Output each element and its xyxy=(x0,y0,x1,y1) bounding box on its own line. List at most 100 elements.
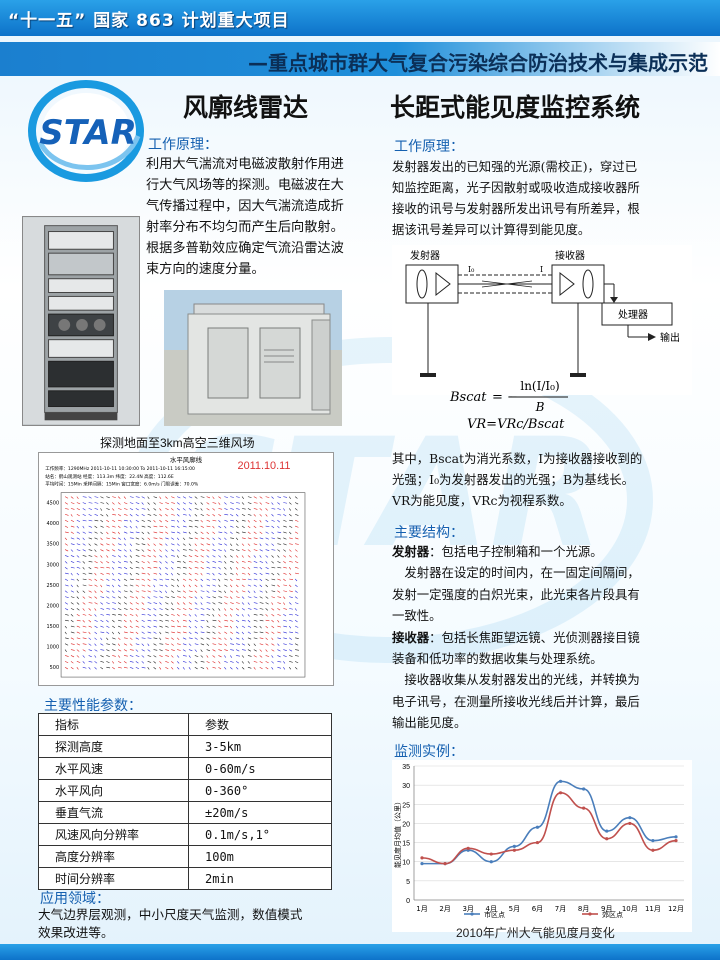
wind-barb xyxy=(82,666,87,669)
wind-barb xyxy=(106,543,110,546)
wind-barb xyxy=(259,613,264,616)
wind-barb xyxy=(147,519,152,522)
wind-barb xyxy=(64,655,69,657)
wind-barb xyxy=(253,502,258,504)
chart-y-tick: 25 xyxy=(402,802,410,809)
wind-barb xyxy=(194,578,198,582)
wind-barb xyxy=(194,631,199,634)
wind-barb xyxy=(224,608,227,611)
wind-barb xyxy=(64,578,69,581)
chart-point xyxy=(420,862,424,866)
wind-barb xyxy=(171,625,175,628)
wind-barb xyxy=(135,590,140,593)
wind-barb xyxy=(70,631,75,634)
wind-barb xyxy=(289,631,294,633)
wind-plot-y-tick: 2000 xyxy=(47,603,60,609)
wind-barb xyxy=(235,649,240,652)
wind-barb xyxy=(64,549,69,552)
wind-barb xyxy=(188,590,193,593)
wind-barb xyxy=(277,666,282,669)
wind-barb xyxy=(112,666,115,670)
wind-barb xyxy=(265,508,268,511)
wind-barb xyxy=(171,631,175,634)
wind-barb xyxy=(253,649,257,652)
text-line: 电子讯号，在测量所接收光线后并计算，最后 xyxy=(392,693,640,709)
wind-barb xyxy=(247,590,251,594)
wind-barb xyxy=(117,578,121,582)
wind-barb xyxy=(147,661,152,663)
wind-barb xyxy=(153,508,157,511)
wind-barb xyxy=(218,514,222,517)
wind-barb xyxy=(182,602,186,605)
wind-barb xyxy=(241,596,245,599)
wind-barb xyxy=(159,602,162,605)
wind-barb xyxy=(141,602,145,605)
wind-barb xyxy=(289,613,294,616)
wind-barb xyxy=(230,578,233,582)
wind-barb xyxy=(241,590,246,593)
wind-barb xyxy=(188,531,191,535)
wind-barb xyxy=(82,525,85,529)
wind-barb xyxy=(212,508,216,511)
wind-barb xyxy=(165,643,170,646)
wind-barb xyxy=(88,584,93,587)
wind-barb xyxy=(247,519,250,523)
wind-barb xyxy=(141,525,146,528)
wind-barb xyxy=(112,625,116,629)
wind-barb xyxy=(259,619,264,622)
wind-barb xyxy=(117,655,121,658)
wind-barb xyxy=(153,637,158,639)
wind-barb xyxy=(253,525,257,529)
wind-barb xyxy=(70,572,73,576)
chart-x-tick: 1月 xyxy=(416,905,427,913)
wind-barb xyxy=(218,619,221,623)
wind-barb xyxy=(135,625,140,628)
wind-barb xyxy=(212,555,216,558)
wind-barb xyxy=(76,508,81,511)
wind-barb xyxy=(76,608,80,611)
wind-barb xyxy=(70,661,74,664)
wind-barb xyxy=(212,649,216,652)
wind-barb xyxy=(200,596,203,599)
legend-marker xyxy=(470,912,474,916)
diagram-i-label: I xyxy=(540,265,543,274)
wind-barb xyxy=(241,602,245,605)
wind-barb xyxy=(218,525,222,529)
wind-barb xyxy=(289,519,294,522)
wind-barb xyxy=(106,655,110,657)
wind-barb xyxy=(283,590,288,592)
wind-barb xyxy=(224,502,227,505)
wind-barb xyxy=(112,578,116,581)
wind-barb xyxy=(271,637,274,641)
wind-barb xyxy=(94,643,97,647)
wind-barb xyxy=(100,496,104,499)
wind-barb xyxy=(259,537,264,540)
wind-barb xyxy=(70,590,75,593)
wind-barb xyxy=(259,561,264,563)
wind-barb xyxy=(135,519,139,523)
wind-barb xyxy=(206,625,210,628)
wind-barb xyxy=(206,566,211,569)
wind-barb xyxy=(218,602,223,604)
wind-barb xyxy=(88,661,93,663)
wind-barb xyxy=(182,496,187,499)
wind-barb xyxy=(94,584,98,587)
wind-barb xyxy=(247,561,252,563)
wind-barb xyxy=(165,508,169,510)
wind-barb xyxy=(129,661,134,663)
wind-barb xyxy=(277,561,281,564)
wind-barb xyxy=(100,508,103,511)
wind-barb xyxy=(129,578,134,580)
wind-barb xyxy=(241,519,246,522)
chart-point xyxy=(628,821,632,826)
wind-barb xyxy=(171,537,175,540)
wind-barb xyxy=(141,649,145,652)
wind-barb xyxy=(194,543,197,546)
wind-barb xyxy=(182,561,186,564)
wind-barb xyxy=(294,614,299,616)
wind-barb xyxy=(165,619,170,622)
wind-barb xyxy=(206,596,211,598)
wind-barb xyxy=(241,561,246,563)
wind-barb xyxy=(88,625,93,628)
wind-barb xyxy=(117,525,121,529)
